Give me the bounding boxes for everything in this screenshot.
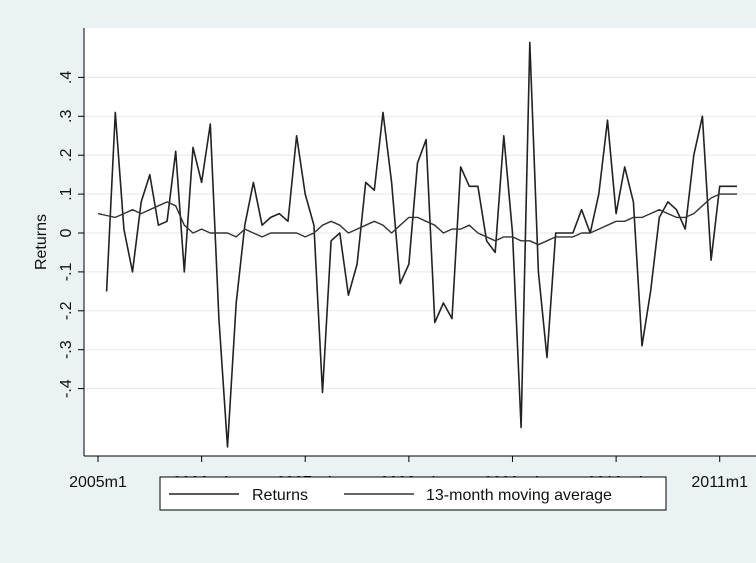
series-layer: [97, 41, 737, 448]
x-tick-label-6: 2011m1: [691, 474, 748, 491]
y-tick-label-1: .3: [58, 110, 75, 123]
y-tick-label-6: -.2: [58, 301, 75, 320]
legend-label-moving-average: 13-month moving average: [426, 487, 612, 504]
y-tick-label-5: -.1: [58, 262, 75, 281]
y-tick-label-2: .2: [58, 148, 75, 161]
legend-label-returns: Returns: [252, 487, 308, 504]
y-tick-label-3: .1: [58, 187, 75, 200]
y-tick-label-0: .4: [58, 71, 75, 84]
y-axis-label: Returns: [33, 214, 50, 270]
series-line-returns: [105, 41, 737, 448]
x-tick-label-0: 2005m1: [69, 474, 127, 491]
y-tick-label-8: -.4: [58, 379, 75, 398]
legend: Returns 13-month moving average: [159, 476, 667, 511]
plot-area: [84, 28, 756, 456]
y-axis-ticks: .4 .3 .2 .1 0 -.1 -.2 -.3 -.4: [58, 71, 84, 398]
y-tick-label-7: -.3: [58, 340, 75, 359]
y-tick-label-4: 0: [58, 228, 75, 237]
series-line-moving-average: [97, 193, 737, 246]
